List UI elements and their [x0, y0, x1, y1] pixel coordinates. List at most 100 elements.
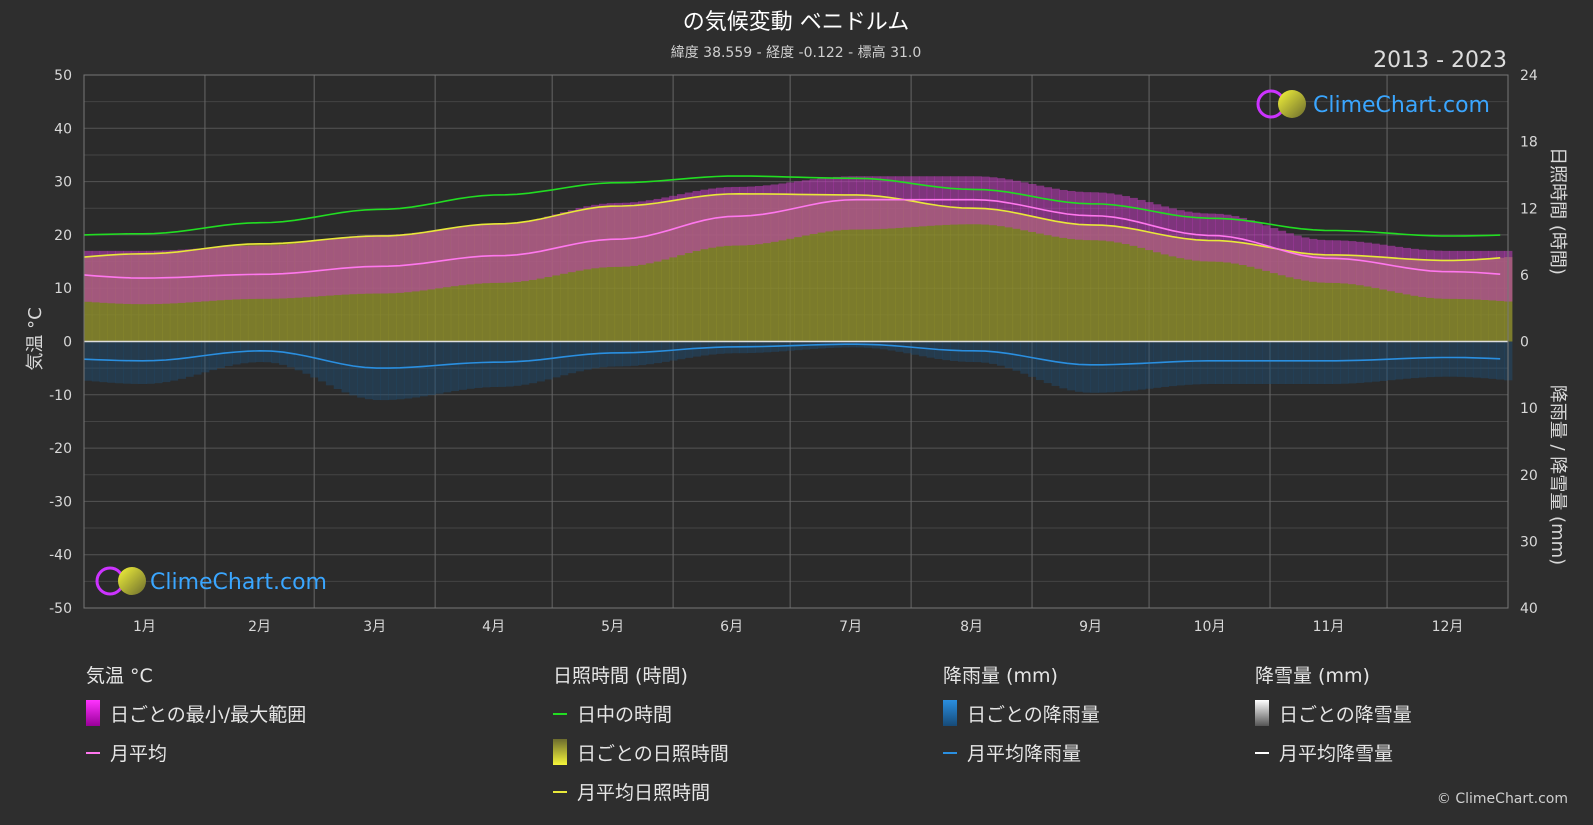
temp-range-bar	[653, 198, 662, 262]
rain-bar	[1098, 341, 1107, 393]
sunshine-bar	[1238, 242, 1248, 342]
temp-range-bar	[1348, 241, 1357, 285]
month-tick-label: 8月	[960, 619, 983, 635]
sunshine-bar	[950, 207, 959, 342]
temp-range-bar	[856, 176, 865, 230]
legend-group-title: 降雪量 (mm)	[1255, 665, 1370, 687]
sunshine-bar	[559, 213, 569, 342]
sunshine-bar	[1363, 256, 1372, 342]
temp-range-bar	[255, 245, 264, 299]
rain-bar	[497, 341, 506, 387]
copyright: © ClimeChart.com	[1437, 791, 1568, 807]
rain-bar	[1168, 341, 1177, 387]
rain-bar	[442, 341, 452, 393]
rain-bar	[247, 341, 257, 363]
sunshine-bar	[1207, 240, 1216, 342]
rain-bar	[380, 341, 389, 401]
temp-range-bar	[1184, 211, 1193, 260]
temp-range-bar	[1285, 233, 1294, 278]
temp-range-bar	[887, 176, 896, 229]
rain-bar	[1496, 341, 1505, 380]
rain-bar	[1043, 341, 1053, 384]
sunshine-bar	[1441, 260, 1450, 342]
rain-bar	[1129, 341, 1138, 391]
rain-bar	[677, 341, 686, 360]
temp-range-bar	[1238, 217, 1248, 266]
sunshine-bar	[755, 193, 764, 342]
rain-bar	[544, 341, 553, 380]
rain-bar	[411, 341, 421, 398]
temp-avg-line	[83, 198, 1501, 279]
rain-avg-line	[83, 343, 1501, 369]
sunshine-bar	[692, 196, 701, 342]
temp-range-bar	[1231, 216, 1240, 264]
right-bottom-tick-label: 20	[1520, 468, 1538, 484]
rain-bar	[1394, 341, 1404, 380]
temp-range-bar	[1199, 213, 1209, 262]
temp-range-bar	[645, 200, 655, 264]
sunshine-bar	[1309, 254, 1318, 342]
rain-bar	[302, 341, 311, 374]
rain-bar	[1059, 341, 1068, 389]
rain-bar	[1433, 341, 1443, 377]
rain-bar	[466, 341, 475, 389]
sunshine-bar	[1020, 214, 1029, 342]
sunshine-bar	[684, 198, 694, 342]
sunshine-bar	[762, 193, 772, 342]
temp-range-bar	[1309, 238, 1318, 282]
temp-range-bar	[263, 245, 272, 299]
sunshine-bar	[942, 206, 951, 342]
rain-bar	[130, 341, 140, 384]
temp-range-bar	[1340, 240, 1349, 284]
logo-top-right: ClimeChart.com	[1256, 89, 1490, 119]
rain-bar	[1488, 341, 1497, 379]
sunshine-bar	[1035, 218, 1045, 342]
sunshine-bar	[583, 208, 592, 342]
temp-range-bar	[1449, 250, 1458, 299]
right-axis-bottom-label: 降雨量 / 降雪量 (mm)	[1547, 385, 1568, 565]
rain-bar	[536, 341, 545, 382]
legend-item-label: 日ごとの降雨量	[967, 704, 1100, 726]
rain-bar	[427, 341, 436, 396]
rain-bar	[1316, 341, 1326, 385]
chart-subtitle: 緯度 38.559 - 経度 -0.122 - 標高 31.0	[671, 44, 922, 61]
rain-bar	[1254, 341, 1263, 385]
rain-bar	[232, 341, 241, 365]
temp-range-bar	[809, 179, 818, 234]
temp-range-bar	[450, 227, 460, 287]
rain-bar	[973, 341, 982, 363]
rain-bar	[1324, 341, 1333, 385]
rain-bar	[333, 341, 342, 390]
legend-item-label: 月平均日照時間	[577, 782, 710, 804]
temp-range-bar	[325, 239, 335, 296]
temp-range-bar	[1426, 250, 1435, 298]
rain-bar	[185, 341, 194, 377]
month-tick-label: 3月	[363, 619, 386, 635]
temp-range-bar	[817, 178, 826, 233]
rain-bar	[1426, 341, 1435, 378]
temp-range-bar	[840, 176, 850, 230]
sunshine-bar	[1472, 259, 1482, 342]
temp-range-bar	[341, 237, 350, 295]
sunshine-bar	[903, 200, 912, 342]
right-bottom-tick-label: 30	[1520, 534, 1538, 550]
rain-bar	[403, 341, 413, 399]
sunshine-bar	[848, 194, 857, 342]
rain-bar	[1231, 341, 1240, 385]
rain-bar	[630, 341, 639, 366]
temp-range-bar	[567, 209, 577, 273]
sunshine-bar	[856, 194, 865, 342]
rain-bar	[513, 341, 522, 386]
sunshine-bar	[770, 194, 779, 342]
temp-range-bar	[1137, 199, 1146, 248]
rain-bar	[286, 341, 296, 368]
rain-bar	[138, 341, 147, 385]
sunshine-bar	[747, 193, 756, 342]
rain-bar	[154, 341, 163, 384]
sunshine-bar	[669, 200, 678, 342]
legend-item-label: 月平均降雪量	[1279, 743, 1393, 765]
sunshine-bar	[872, 195, 881, 342]
sunshine-bar	[731, 193, 740, 342]
rain-bar	[1012, 341, 1021, 371]
